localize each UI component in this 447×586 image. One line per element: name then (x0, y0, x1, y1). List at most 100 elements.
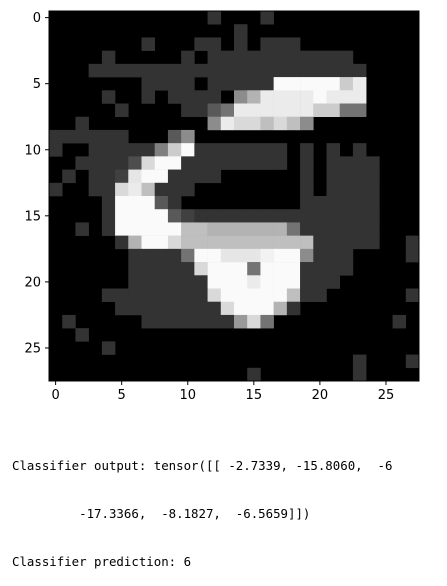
heatmap-cell (326, 103, 341, 118)
heatmap-cell (260, 262, 274, 276)
heatmap-cell (286, 37, 301, 51)
heatmap-cell (207, 288, 222, 303)
heatmap-cell (101, 196, 116, 210)
heatmap-cell (366, 196, 380, 210)
heatmap-cell (141, 63, 156, 78)
heatmap-cell (300, 77, 314, 91)
heatmap-cell (352, 222, 367, 236)
heatmap-cell (101, 129, 116, 144)
heatmap-cell (181, 156, 195, 170)
heatmap-cell (260, 77, 274, 91)
heatmap-cell (75, 328, 89, 342)
heatmap-cell (260, 156, 274, 170)
heatmap-cell (128, 235, 142, 250)
heatmap-cell (352, 209, 367, 223)
y-tick-label: 0 (33, 11, 41, 26)
heatmap-cell (313, 50, 327, 65)
heatmap-cell (194, 143, 208, 157)
heatmap-cell (273, 90, 288, 104)
heatmap-cell (247, 116, 261, 131)
heatmap-cell (234, 248, 248, 263)
x-tick-label: 20 (312, 388, 329, 403)
heatmap-cell (181, 314, 195, 329)
heatmap-cell (194, 169, 208, 184)
heatmap-cell (128, 248, 142, 263)
heatmap-cell (141, 301, 156, 316)
heatmap-cell (181, 103, 195, 118)
heatmap-cell (405, 354, 420, 369)
heatmap-cell (207, 301, 222, 316)
heatmap-cell (194, 37, 208, 51)
heatmap-cell (181, 262, 195, 276)
heatmap-cell (352, 143, 367, 157)
heatmap-cell (181, 50, 195, 65)
heatmap-cell (141, 314, 156, 329)
heatmap-cell (181, 129, 195, 144)
heatmap-cells (49, 11, 420, 382)
heatmap-cell (286, 222, 301, 236)
heatmap-cell (167, 262, 182, 276)
heatmap-cell (247, 77, 261, 91)
classifier-output-line1: Classifier output: tensor([[ -2.7339, -1… (12, 458, 393, 473)
heatmap-cell (247, 209, 261, 223)
heatmap-cell (273, 143, 288, 157)
heatmap-cell (234, 209, 248, 223)
heatmap-cell (260, 222, 274, 236)
heatmap-cell (286, 209, 301, 223)
heatmap-cell (247, 222, 261, 236)
heatmap-cell (88, 182, 103, 197)
heatmap-cell (300, 156, 314, 170)
heatmap-cell (234, 116, 248, 131)
x-tick-label: 5 (118, 388, 126, 403)
heatmap-cell (194, 156, 208, 170)
heatmap-cell (273, 156, 288, 170)
heatmap-cell (300, 196, 314, 210)
heatmap-cell (207, 222, 222, 236)
heatmap-cell (88, 63, 103, 78)
heatmap-cell (313, 235, 327, 250)
heatmap-cell (339, 262, 354, 276)
heatmap-cell (313, 288, 327, 303)
heatmap-cell (141, 169, 156, 184)
heatmap-cell (339, 235, 354, 250)
heatmap-cell (207, 235, 222, 250)
x-tick-label: 0 (51, 388, 59, 403)
heatmap-cell (339, 90, 354, 104)
heatmap-cell (154, 143, 169, 157)
axes-frame (48, 10, 420, 382)
heatmap-cell (405, 248, 420, 263)
heatmap-cell (234, 235, 248, 250)
heatmap-cell (326, 143, 341, 157)
heatmap-cell (260, 63, 274, 78)
heatmap-cell (220, 103, 235, 118)
heatmap-cell (154, 222, 169, 236)
heatmap-cell (234, 314, 248, 329)
heatmap-cell (154, 77, 169, 91)
heatmap-cell (207, 11, 222, 25)
heatmap-cell (326, 248, 341, 263)
heatmap-cell (300, 63, 314, 78)
heatmap-cell (273, 103, 288, 118)
heatmap-cell (352, 354, 367, 369)
heatmap-cell (234, 301, 248, 316)
heatmap-cell (313, 275, 327, 289)
heatmap-cell (300, 182, 314, 197)
heatmap-cell (88, 143, 103, 157)
heatmap-cell (273, 37, 288, 51)
heatmap-cell (405, 235, 420, 250)
heatmap-cell (167, 288, 182, 303)
heatmap-cell (273, 262, 288, 276)
heatmap-cell (260, 103, 274, 118)
heatmap-cell (247, 63, 261, 78)
heatmap-cell (141, 182, 156, 197)
heatmap-cell (167, 301, 182, 316)
heatmap-cell (247, 314, 261, 329)
heatmap-cell (260, 248, 274, 263)
heatmap-cell (247, 143, 261, 157)
heatmap-cell (207, 209, 222, 223)
heatmap-cell (141, 196, 156, 210)
heatmap-cell (181, 248, 195, 263)
heatmap-cell (313, 77, 327, 91)
heatmap-cell (366, 182, 380, 197)
heatmap-cell (141, 275, 156, 289)
